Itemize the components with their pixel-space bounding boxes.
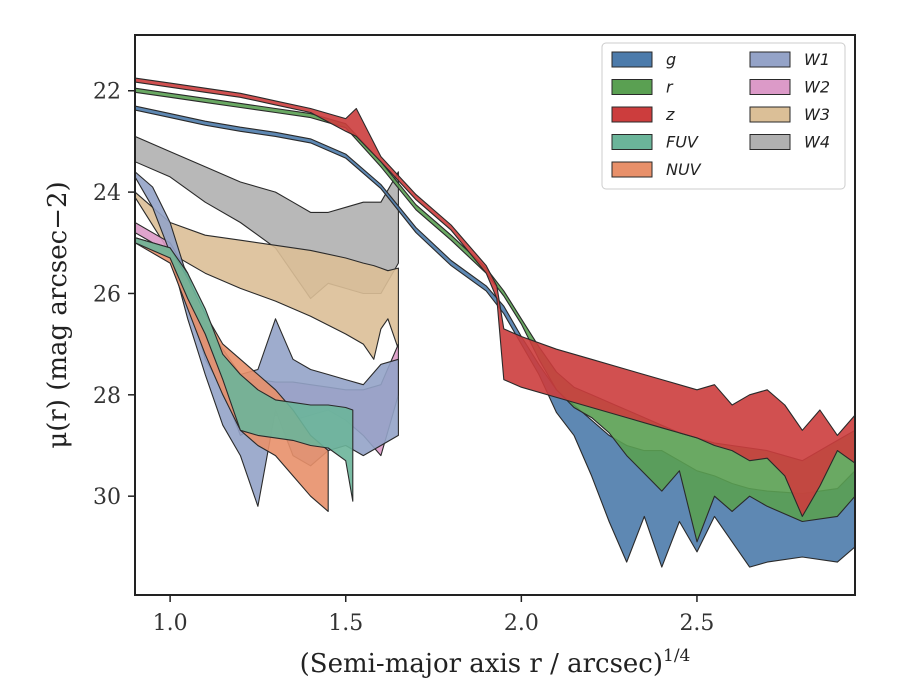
legend-label-w3: W3 xyxy=(804,105,830,124)
x-axis-label-exponent: 1/4 xyxy=(663,646,690,666)
legend-swatch-nuv xyxy=(611,161,653,178)
series-bands xyxy=(135,77,855,568)
y-axis-ticks: 22 24 26 28 30 xyxy=(93,80,135,510)
legend-swatch-w2 xyxy=(749,79,791,95)
legend-label-fuv: FUV xyxy=(666,133,699,152)
band-fuv xyxy=(135,237,354,502)
legend-swatch-fuv xyxy=(611,134,653,150)
y-tick-label: 22 xyxy=(93,80,121,105)
y-tick-label: 24 xyxy=(93,181,121,206)
x-axis-title: (Semi-major axis r / arcsec)1/4 xyxy=(300,646,691,679)
band-z xyxy=(135,77,855,517)
x-tick-label: 1.0 xyxy=(153,611,188,636)
x-axis-ticks: 1.0 1.5 2.0 2.5 xyxy=(153,595,714,636)
legend-label-z: z xyxy=(665,105,675,124)
y-axis-title: μ(r) (mag arcsec−2) xyxy=(43,181,73,448)
legend-swatch-g xyxy=(611,51,653,68)
legend-swatch-r xyxy=(611,79,653,95)
legend-swatch-z xyxy=(611,106,653,123)
x-tick-label: 1.5 xyxy=(328,611,363,636)
plot-frame xyxy=(134,34,856,596)
band-g xyxy=(135,105,855,568)
y-tick-label: 28 xyxy=(93,384,121,409)
legend-swatch-w1 xyxy=(749,51,791,68)
y-tick-label: 30 xyxy=(93,485,121,510)
x-tick-label: 2.5 xyxy=(679,611,714,636)
legend-swatch-w4 xyxy=(749,134,791,150)
x-axis-label: (Semi-major axis r / arcsec) xyxy=(300,649,663,679)
legend-swatch-w3 xyxy=(749,106,791,123)
legend-label-w4: W4 xyxy=(804,133,830,152)
x-tick-label: 2.0 xyxy=(504,611,539,636)
legend-label-w1: W1 xyxy=(804,50,830,69)
legend-label-g: g xyxy=(666,50,676,69)
legend-label-nuv: NUV xyxy=(666,160,702,179)
legend: grz FUV NUV W1 W2 W3 W4 xyxy=(601,42,846,190)
y-tick-label: 26 xyxy=(93,282,121,307)
legend-label-w2: W2 xyxy=(804,78,830,97)
legend-label-r: r xyxy=(666,78,674,97)
